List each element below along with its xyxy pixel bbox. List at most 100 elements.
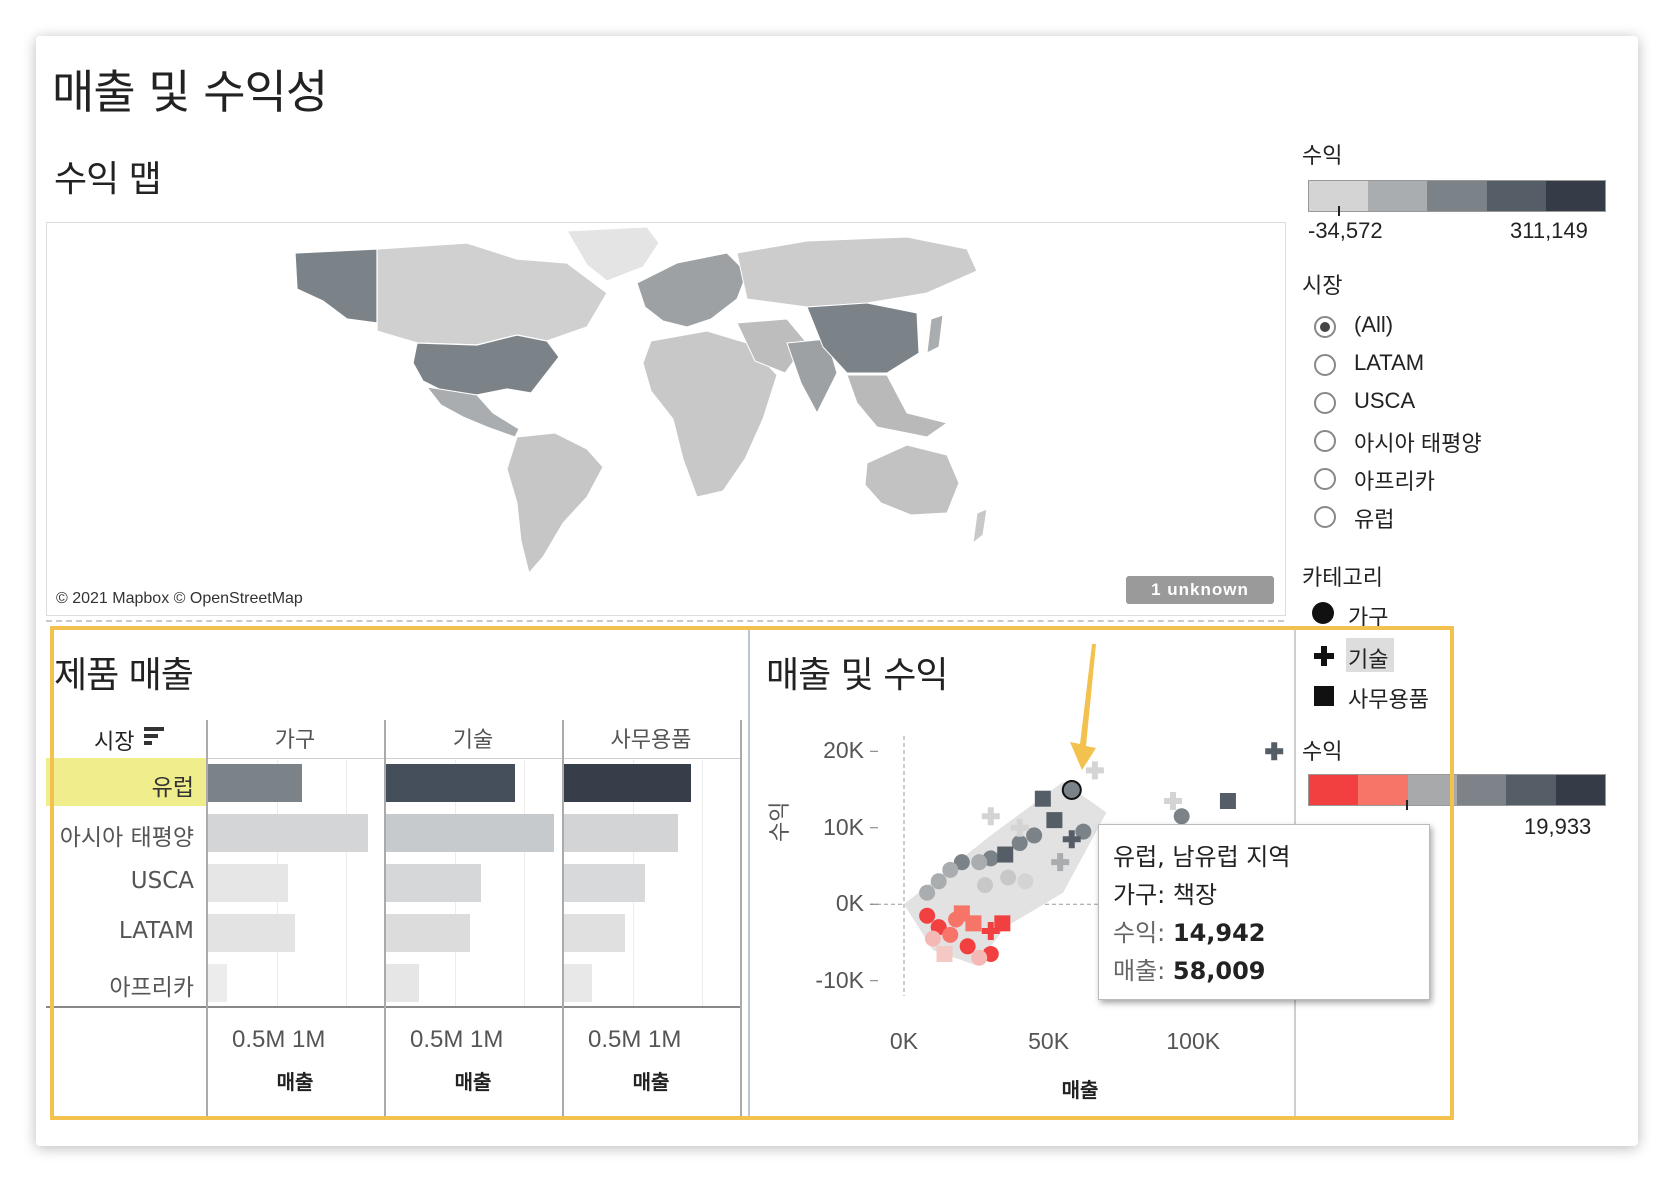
scatter-point[interactable] — [1010, 818, 1029, 837]
scatter-point[interactable] — [981, 807, 1000, 826]
market-option-label[interactable]: LATAM — [1354, 350, 1425, 375]
scatter-point[interactable] — [1026, 827, 1043, 844]
bar[interactable] — [564, 764, 691, 802]
profit-legend-min: -34,572 — [1308, 218, 1383, 243]
scatter-point[interactable] — [997, 846, 1014, 863]
tooltip: 유럽, 남유럽 지역 가구: 책장 수익: 14,942 매출: 58,009 — [1098, 824, 1430, 1000]
row-highlight-europe — [46, 758, 206, 806]
scatter-point[interactable] — [1219, 793, 1236, 809]
scatter-point[interactable] — [1085, 761, 1104, 780]
unknown-badge[interactable]: 1 unknown — [1126, 576, 1274, 604]
scatter-point[interactable] — [976, 877, 993, 894]
gridline — [523, 760, 525, 1006]
tooltip-profit: 수익: 14,942 — [1113, 913, 1266, 948]
radio-button[interactable] — [1314, 316, 1336, 338]
scatter-point[interactable] — [981, 922, 1000, 940]
gridline — [701, 760, 703, 1006]
bar[interactable] — [386, 764, 515, 802]
scatter-point[interactable] — [1265, 742, 1284, 761]
tick-label: 0.5M — [232, 1026, 286, 1053]
radio-button[interactable] — [1314, 392, 1336, 414]
scatter-point[interactable] — [1061, 779, 1082, 800]
tick-label: 0.5M — [410, 1026, 464, 1053]
scatter-point[interactable] — [930, 873, 947, 890]
profit-legend-bottom-max: 19,933 — [1524, 814, 1592, 839]
market-option-label[interactable]: USCA — [1354, 388, 1416, 413]
scatter-point[interactable] — [1075, 823, 1092, 840]
bar[interactable] — [208, 914, 295, 952]
category-item-technology[interactable]: 기술 — [1348, 647, 1389, 672]
scatter-point[interactable] — [965, 915, 982, 932]
bar[interactable] — [386, 914, 470, 952]
tooltip-sales-value: 58,009 — [1172, 957, 1266, 985]
market-option-label[interactable]: 유럽 — [1354, 507, 1395, 532]
bar[interactable] — [208, 964, 227, 1002]
bar[interactable] — [208, 864, 288, 902]
scatter-point[interactable] — [1011, 835, 1028, 852]
category-item-office[interactable]: 사무용품 — [1348, 687, 1429, 712]
scatter-point[interactable] — [1000, 869, 1017, 886]
radio-button[interactable] — [1314, 430, 1336, 452]
tooltip-profit-value: 14,942 — [1172, 919, 1266, 947]
scatter-point[interactable] — [994, 915, 1011, 932]
bar[interactable] — [564, 914, 625, 952]
category-item-furniture[interactable]: 가구 — [1348, 605, 1389, 630]
market-option-label[interactable]: 아프리카 — [1354, 469, 1435, 494]
bar[interactable] — [208, 814, 368, 852]
ramp-step — [1309, 775, 1359, 805]
row-label[interactable]: 유럽 — [151, 775, 194, 801]
scatter-point[interactable] — [919, 907, 936, 924]
scatter-point[interactable] — [919, 884, 936, 901]
tick-label: 0.5M — [588, 1026, 642, 1053]
bar[interactable] — [386, 814, 554, 852]
scatter-point[interactable] — [971, 854, 988, 871]
row-label[interactable]: USCA — [130, 868, 194, 894]
scatter-point[interactable] — [971, 949, 988, 966]
map-attribution[interactable]: © 2021 Mapbox © OpenStreetMap — [56, 590, 303, 607]
row-label[interactable]: 아프리카 — [109, 975, 194, 1001]
scatter-point[interactable] — [953, 854, 970, 871]
scatter-point[interactable] — [1173, 808, 1190, 825]
scatter-point[interactable] — [1163, 792, 1182, 810]
row-label[interactable]: LATAM — [118, 918, 194, 944]
bar[interactable] — [208, 764, 302, 802]
scatter-plot[interactable] — [870, 720, 1290, 1010]
scatter-point[interactable] — [936, 945, 953, 962]
column-divider — [206, 720, 208, 1116]
column-header-furniture[interactable]: 가구 — [274, 728, 316, 753]
scatter-point[interactable] — [1046, 812, 1063, 829]
radio-button[interactable] — [1314, 506, 1336, 528]
profit-color-ramp-bottom[interactable] — [1308, 774, 1606, 806]
sort-icon[interactable] — [144, 727, 166, 747]
row-label[interactable]: 아시아 태평양 — [59, 825, 194, 851]
market-option-label[interactable]: 아시아 태평양 — [1354, 431, 1482, 456]
y-tick-label: 20K — [823, 737, 864, 764]
bar[interactable] — [564, 814, 678, 852]
row-header-market[interactable]: 시장 — [94, 730, 135, 755]
scatter-point[interactable] — [1034, 790, 1051, 807]
scatter-point[interactable] — [1051, 853, 1070, 872]
bar[interactable] — [386, 864, 481, 902]
profit-color-ramp-top[interactable] — [1308, 180, 1606, 212]
scatter-point[interactable] — [924, 930, 941, 947]
column-header-technology[interactable]: 기술 — [452, 728, 494, 753]
column-header-office[interactable]: 사무용품 — [610, 728, 692, 753]
market-option-label[interactable]: (All) — [1354, 312, 1394, 337]
radio-button[interactable] — [1314, 468, 1336, 490]
bar[interactable] — [564, 864, 645, 902]
alaska-shape — [294, 248, 378, 324]
profit-map[interactable] — [46, 222, 1286, 616]
scatter-point[interactable] — [959, 938, 976, 955]
scatter-point[interactable] — [1017, 873, 1034, 890]
scatter-point[interactable] — [942, 926, 959, 943]
scatter-point[interactable] — [1062, 830, 1081, 849]
tooltip-sales: 매출: 58,009 — [1113, 951, 1266, 986]
radio-button[interactable] — [1314, 354, 1336, 376]
scatter-point[interactable] — [948, 911, 965, 928]
bar-axis-tick-group: 0.5M 1M — [410, 1026, 503, 1054]
axis-title-office: 매출 — [632, 1070, 670, 1094]
bar[interactable] — [386, 964, 419, 1002]
bar[interactable] — [564, 964, 592, 1002]
scatter-point[interactable] — [942, 861, 959, 878]
ramp-step — [1407, 775, 1457, 805]
